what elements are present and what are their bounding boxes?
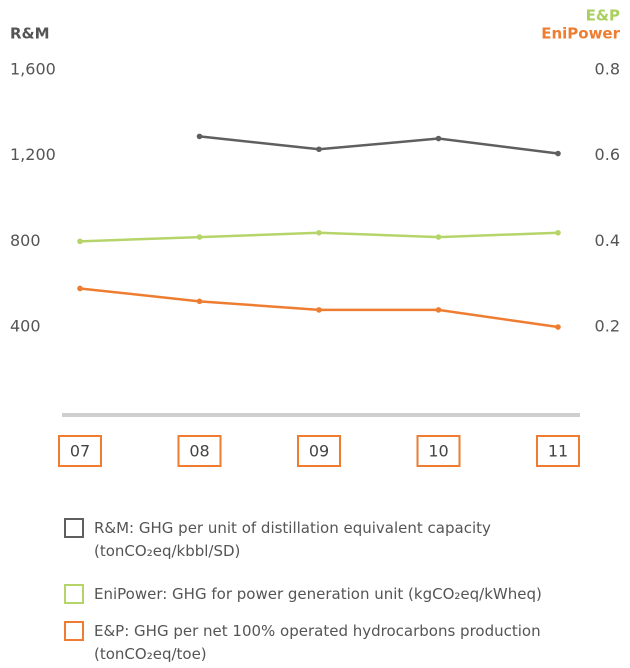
data-point: [435, 234, 442, 240]
y2-tick-label: 0.4: [595, 231, 620, 250]
data-point: [435, 135, 442, 142]
y2-axis-label: EniPower: [541, 25, 620, 43]
data-point: [555, 324, 561, 330]
data-point: [555, 150, 561, 157]
data-point: [196, 133, 203, 140]
category-box: [177, 435, 222, 467]
legend-item: E&P: GHG per net 100% operated hydrocarb…: [64, 620, 604, 666]
legend-swatch: [64, 621, 84, 641]
legend-item: R&M: GHG per unit of distillation equiva…: [64, 517, 604, 563]
x-tick-label: 10: [428, 442, 448, 461]
y-tick-label: 1,600: [10, 60, 56, 79]
series-line: [199, 135, 559, 155]
y-tick-label: 1,200: [10, 145, 56, 164]
y-tick-label: 800: [10, 231, 41, 250]
y-tick-label: 400: [10, 317, 41, 336]
category-box: [536, 435, 580, 467]
x-tick-label: 08: [189, 442, 209, 461]
y2-tick-label: 0.8: [595, 60, 620, 79]
data-point: [555, 229, 561, 236]
x-tick-label: 07: [70, 442, 90, 461]
legend-label: R&M: GHG per unit of distillation equiva…: [94, 519, 491, 560]
data-point: [77, 285, 83, 292]
legend-swatch: [64, 584, 84, 604]
category-box: [416, 435, 461, 467]
x-tick-label: 11: [548, 442, 568, 461]
legend-swatch: [64, 518, 84, 538]
x-tick-label: 09: [309, 442, 329, 461]
category-box: [58, 435, 102, 467]
data-point: [196, 298, 203, 305]
legend-item: EniPower: GHG for power generation unit …: [64, 583, 604, 606]
y-axis-label: R&M: [10, 25, 50, 43]
category-box: [297, 435, 341, 467]
data-point: [77, 238, 83, 245]
data-point: [316, 146, 322, 153]
data-point: [435, 307, 442, 313]
y2-tick-label: 0.6: [595, 145, 620, 164]
data-point: [316, 307, 322, 313]
legend-label: EniPower: GHG for power generation unit …: [94, 585, 542, 603]
y2-axis-label: E&P: [586, 7, 620, 25]
legend-label: E&P: GHG per net 100% operated hydrocarb…: [94, 622, 541, 663]
y2-tick-label: 0.2: [595, 317, 620, 336]
data-point: [196, 234, 203, 240]
data-point: [316, 229, 322, 236]
